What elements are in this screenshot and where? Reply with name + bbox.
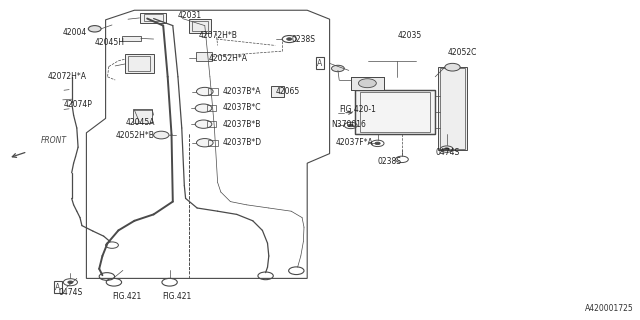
Text: FRONT: FRONT	[40, 136, 67, 145]
Text: 42072H*A: 42072H*A	[48, 72, 87, 81]
Circle shape	[154, 131, 169, 139]
Text: 42045H: 42045H	[95, 38, 125, 47]
Text: A: A	[317, 59, 323, 68]
Bar	[208, 88, 218, 95]
Bar	[189, 19, 211, 33]
Circle shape	[444, 148, 449, 150]
Circle shape	[348, 124, 353, 127]
Bar	[133, 109, 152, 123]
Text: 42074P: 42074P	[64, 100, 93, 109]
Bar	[351, 77, 384, 90]
Circle shape	[88, 26, 101, 32]
Bar	[196, 52, 212, 61]
Text: 0238S: 0238S	[292, 35, 316, 44]
Text: 0474S: 0474S	[59, 288, 83, 297]
Text: 42072H*B: 42072H*B	[198, 31, 237, 40]
Text: 42052H*A: 42052H*A	[209, 54, 248, 63]
Text: 42031: 42031	[178, 11, 202, 20]
Bar	[355, 90, 435, 134]
Text: 42035: 42035	[398, 31, 422, 40]
Circle shape	[375, 142, 380, 145]
Bar	[192, 21, 208, 31]
Bar	[125, 54, 154, 73]
Bar	[128, 56, 150, 71]
Text: 42037B*A: 42037B*A	[223, 87, 261, 96]
Bar	[360, 92, 430, 132]
Bar	[122, 36, 141, 41]
Text: FIG.421: FIG.421	[112, 292, 141, 301]
Bar	[208, 140, 218, 146]
Text: 42037B*B: 42037B*B	[223, 120, 261, 129]
Circle shape	[195, 120, 212, 128]
Bar	[438, 67, 467, 150]
Text: 0474S: 0474S	[435, 148, 460, 157]
Text: FIG.421: FIG.421	[162, 292, 191, 301]
Circle shape	[332, 65, 344, 72]
Text: 42004: 42004	[63, 28, 87, 36]
Circle shape	[358, 79, 376, 88]
Text: A420001725: A420001725	[585, 304, 634, 313]
Bar	[207, 121, 216, 127]
Text: 42065: 42065	[275, 87, 300, 96]
Text: N370016: N370016	[332, 120, 366, 129]
Text: 42052C: 42052C	[448, 48, 477, 57]
Bar	[271, 86, 284, 97]
Bar	[440, 68, 465, 149]
Bar	[207, 105, 216, 111]
Text: A: A	[55, 283, 60, 292]
Text: 42052H*B: 42052H*B	[115, 131, 154, 140]
Text: FIG.420-1: FIG.420-1	[339, 105, 376, 114]
Circle shape	[68, 281, 73, 284]
Text: 42037F*A: 42037F*A	[335, 138, 373, 147]
Circle shape	[287, 38, 292, 40]
Circle shape	[196, 87, 213, 96]
Circle shape	[445, 63, 460, 71]
Bar	[140, 13, 166, 23]
Bar	[144, 14, 163, 21]
Bar	[351, 77, 384, 90]
Text: 42037B*D: 42037B*D	[223, 138, 262, 147]
Circle shape	[195, 104, 212, 112]
Text: 42045A: 42045A	[125, 118, 155, 127]
Text: 42037B*C: 42037B*C	[223, 103, 261, 112]
Bar	[355, 90, 435, 134]
Text: 0238S: 0238S	[378, 157, 402, 166]
Circle shape	[196, 139, 213, 147]
